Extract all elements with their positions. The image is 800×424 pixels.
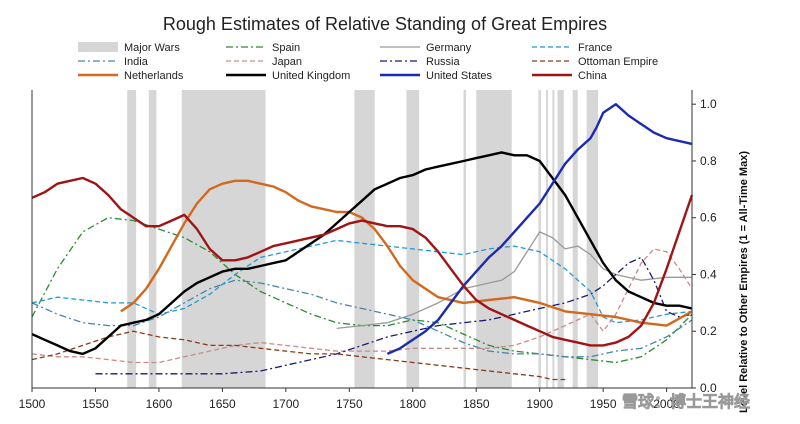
major-wars-bands	[127, 90, 599, 388]
y-tick-label: 0.0	[700, 381, 717, 395]
y-tick-label: 0.4	[700, 267, 717, 281]
war-band-6	[476, 90, 512, 388]
legend-item-united-kingdom: United Kingdom	[226, 70, 350, 82]
legend-label: Ottoman Empire	[578, 56, 658, 68]
series-line-china	[31, 176, 694, 347]
war-band-3	[354, 90, 375, 388]
legend-item-russia: Russia	[380, 56, 461, 68]
legend-item-spain: Spain	[226, 42, 300, 54]
y-tick-label: 0.2	[700, 324, 717, 338]
watermark-text: 雪球：博士王神经	[622, 392, 750, 411]
legend-item-japan: Japan	[226, 56, 302, 68]
x-tick-label: 1700	[272, 397, 299, 411]
war-band-7	[538, 90, 541, 388]
legend-label: France	[578, 42, 612, 54]
war-band-11	[572, 90, 578, 388]
series-line-france	[31, 239, 693, 324]
x-tick-label: 1500	[19, 397, 46, 411]
x-tick-label: 1900	[526, 397, 553, 411]
series-line-germany	[336, 231, 692, 330]
legend-label: Germany	[426, 42, 472, 54]
war-band-12	[586, 90, 599, 388]
legend-label: Spain	[272, 42, 300, 54]
legend-label: China	[578, 70, 608, 82]
legend-label: Netherlands	[124, 70, 184, 82]
x-tick-label: 1600	[146, 397, 173, 411]
legend-item-china: China	[532, 70, 608, 82]
series-line-ottoman-empire	[31, 330, 566, 381]
legend-item-netherlands: Netherlands	[78, 70, 184, 82]
y-tick-label: 0.6	[700, 211, 717, 225]
legend-item-ottoman-empire: Ottoman Empire	[532, 56, 658, 68]
legend-item-france: France	[532, 42, 612, 54]
war-band-1	[148, 90, 157, 388]
axes: 1500 1550 1600 1650 1700 1750 1800 1850 1900 1950…	[19, 90, 717, 411]
legend-label: United States	[426, 70, 493, 82]
series-line-netherlands	[120, 179, 693, 327]
x-tick-label: 1950	[590, 397, 617, 411]
series-line-united-states	[386, 103, 693, 355]
war-band-0	[127, 90, 137, 388]
x-tick-label: 2000	[653, 397, 680, 411]
legend-item-india: India	[78, 56, 149, 68]
war-band-2	[181, 90, 266, 388]
legend-item-germany: Germany	[380, 42, 472, 54]
legend-label: Japan	[272, 56, 302, 68]
x-tick-label: 1850	[463, 397, 490, 411]
y-tick-label: 1.0	[700, 97, 717, 111]
legend-label: Major Wars	[124, 42, 180, 54]
x-tick-label: 1750	[336, 397, 363, 411]
legend-item-united-states: United States	[380, 70, 493, 82]
legend: Major Wars Spain Germany France India Japan Ru…	[78, 42, 658, 82]
series-line-russia	[95, 256, 693, 375]
series-lines	[31, 103, 694, 381]
x-tick-label: 1800	[399, 397, 426, 411]
legend-label: India	[124, 56, 149, 68]
y-tick-label: 0.8	[700, 154, 717, 168]
series-line-india	[31, 279, 693, 358]
series-line-united-kingdom	[31, 151, 693, 356]
y-axis-label: Level Relative to Other Empires (1 = All…	[738, 151, 750, 413]
legend-item-major-wars: Major Wars	[78, 42, 180, 54]
war-band-10	[557, 90, 564, 388]
legend-label: United Kingdom	[272, 70, 350, 82]
war-band-8	[546, 90, 549, 388]
legend-label: Russia	[426, 56, 461, 68]
chart-title: Rough Estimates of Relative Standing of …	[163, 14, 607, 34]
legend-swatch	[78, 42, 118, 52]
x-tick-label: 1550	[82, 397, 109, 411]
war-band-5	[463, 90, 467, 388]
x-tick-label: 1650	[209, 397, 236, 411]
